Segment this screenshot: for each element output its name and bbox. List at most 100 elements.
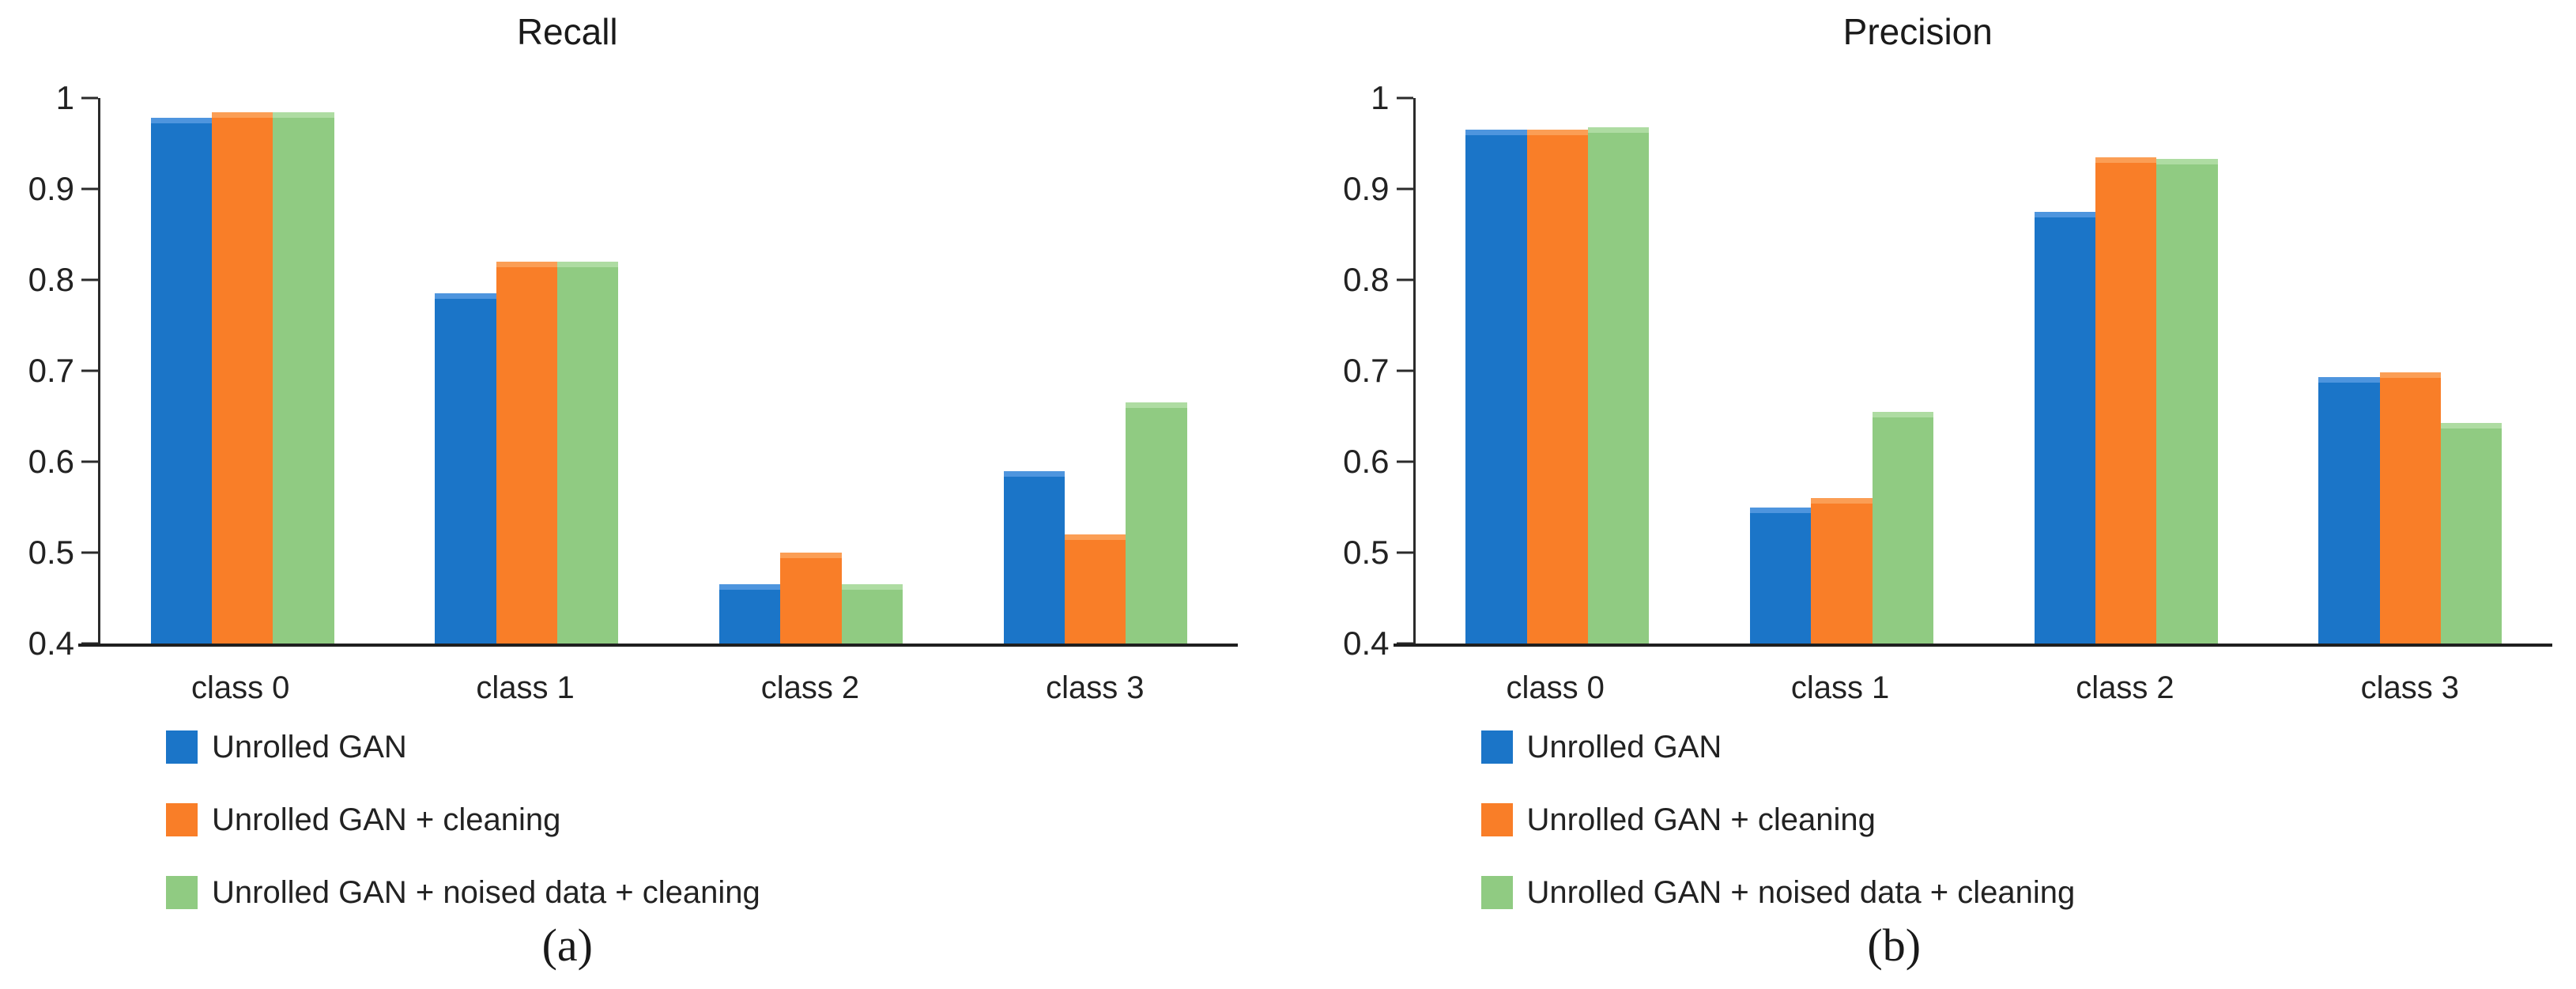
y-tick-label: 0.5 [28,533,74,571]
plot-area [1393,96,2553,647]
y-tick-label: 0.7 [1343,352,1390,389]
legend: Unrolled GAN Unrolled GAN + cleaning Unr… [166,729,1238,911]
y-tick-mark [1396,551,1413,554]
plot-area [78,96,1238,647]
y-tick-label: 1 [1371,79,1390,116]
y-tick-mark [1396,187,1413,191]
y-tick-label: 0.4 [28,625,74,662]
bar-unrolled-gan-+-cleaning-class-1 [496,262,558,644]
x-category-label: class 0 [1506,670,1605,705]
y-axis: 1 0.9 0.8 0.7 0.6 0.5 0.4 [16,79,98,662]
bar-unrolled-gan-class-0 [150,118,213,644]
bar-unrolled-gan-+-cleaning-class-0 [1526,130,1588,644]
x-category-label: class 3 [2360,670,2460,705]
y-tick-label: 0.8 [28,260,74,298]
y-tick-mark [1396,460,1413,463]
y-tick-mark [81,551,98,554]
bar-group-class-1 [1699,98,1984,644]
legend-swatch-unrolled-gan [166,730,198,764]
legend: Unrolled GAN Unrolled GAN + cleaning Unr… [1480,729,2553,911]
bar-unrolled-gan-class-2 [2034,211,2095,644]
bar-groups [100,98,1238,644]
legend-swatch-unrolled-gan [1480,730,1513,764]
bar-unrolled-gan-+-noised-data-+-cleaning-class-0 [273,112,334,644]
x-axis-line [78,644,1238,647]
chart-title-precision: Precision [1842,11,1993,52]
bar-unrolled-gan-+-noised-data-+-cleaning-class-0 [1587,126,1650,644]
y-tick-label: 0.6 [28,443,74,480]
bar-unrolled-gan-+-noised-data-+-cleaning-class-1 [557,262,619,644]
legend-item: Unrolled GAN + cleaning [166,802,1238,838]
y-tick-label: 0.8 [1343,260,1390,298]
bar-unrolled-gan-+-cleaning-class-2 [780,553,842,644]
precision-chart-panel: Precision 1 0.9 0.8 0.7 0.6 0.5 0.4 [1288,0,2576,989]
recall-chart-panel: Recall 1 0.9 0.8 0.7 0.6 0.5 0.4 [16,11,1238,971]
bar-group-class-3 [953,98,1238,644]
plot-row: 1 0.9 0.8 0.7 0.6 0.5 0.4 [1331,79,2553,662]
plot-row: 1 0.9 0.8 0.7 0.6 0.5 0.4 [16,79,1238,662]
bar-unrolled-gan-+-cleaning-class-0 [212,112,273,644]
panel-caption-b: (b) [1867,919,1922,971]
legend-item: Unrolled GAN [1480,729,2553,765]
panel-caption-a: (a) [541,919,593,971]
y-tick-label: 0.9 [1343,170,1390,207]
bar-unrolled-gan-+-cleaning-class-3 [1065,534,1126,644]
bar-unrolled-gan-class-1 [435,293,496,644]
x-category-label: class 2 [760,670,860,705]
bar-group-class-2 [669,98,953,644]
legend-item: Unrolled GAN + noised data + cleaning [1480,874,2553,911]
x-axis-labels: class 0 class 1 class 2 class 3 [1413,670,2553,710]
x-category-label: class 3 [1046,670,1145,705]
bar-unrolled-gan-+-noised-data-+-cleaning-class-2 [2156,159,2218,644]
bar-unrolled-gan-+-cleaning-class-1 [1811,498,1873,644]
y-tick-label: 0.7 [28,352,74,389]
legend-item: Unrolled GAN [166,729,1238,765]
y-tick-mark [1396,96,1413,100]
bar-groups [1416,98,2553,644]
bar-group-class-0 [100,98,385,644]
legend-item: Unrolled GAN + noised data + cleaning [166,874,1238,911]
y-tick-label: 0.6 [1343,443,1390,480]
legend-label: Unrolled GAN [212,729,407,764]
x-category-label: class 1 [476,670,575,705]
bar-unrolled-gan-class-3 [2318,377,2380,644]
bar-unrolled-gan-+-cleaning-class-2 [2095,157,2157,644]
legend-label: Unrolled GAN + noised data + cleaning [212,874,760,910]
legend-label: Unrolled GAN + cleaning [1526,802,1876,837]
bar-unrolled-gan-+-noised-data-+-cleaning-class-1 [1872,411,1933,644]
bar-unrolled-gan-class-0 [1465,130,1527,644]
y-tick-mark [81,96,98,100]
y-tick-mark [81,369,98,372]
bar-unrolled-gan-+-cleaning-class-3 [2379,372,2441,644]
bar-unrolled-gan-+-noised-data-+-cleaning-class-3 [1126,402,1187,644]
bar-group-class-2 [1984,98,2269,644]
legend-swatch-unrolled-gan-noised-cleaning [1480,876,1513,909]
y-tick-label: 0.4 [1343,625,1390,662]
x-category-label: class 2 [2076,670,2174,705]
legend-label: Unrolled GAN + cleaning [212,802,561,837]
y-tick-mark [1396,278,1413,281]
chart-title-recall: Recall [516,11,618,52]
legend-swatch-unrolled-gan-cleaning [1480,803,1513,836]
bar-group-class-1 [385,98,669,644]
legend-swatch-unrolled-gan-noised-cleaning [166,876,198,909]
y-tick-mark [81,187,98,191]
x-axis-labels: class 0 class 1 class 2 class 3 [98,670,1238,710]
bar-unrolled-gan-class-2 [719,584,781,644]
y-tick-label: 0.9 [28,170,74,207]
legend-label: Unrolled GAN + noised data + cleaning [1526,874,2076,910]
legend-swatch-unrolled-gan-cleaning [166,803,198,836]
x-category-label: class 0 [190,670,290,705]
y-tick-mark [1396,369,1413,372]
y-axis: 1 0.9 0.8 0.7 0.6 0.5 0.4 [1331,79,1413,662]
x-category-label: class 1 [1790,670,1890,705]
legend-item: Unrolled GAN + cleaning [1480,802,2553,838]
legend-label: Unrolled GAN [1526,729,1722,764]
y-tick-mark [81,460,98,463]
x-axis-line [1393,644,2552,647]
bar-unrolled-gan-+-noised-data-+-cleaning-class-2 [841,584,903,644]
bar-unrolled-gan-+-noised-data-+-cleaning-class-3 [2440,422,2502,644]
y-tick-label: 1 [55,79,74,116]
y-tick-label: 0.5 [1343,533,1390,571]
